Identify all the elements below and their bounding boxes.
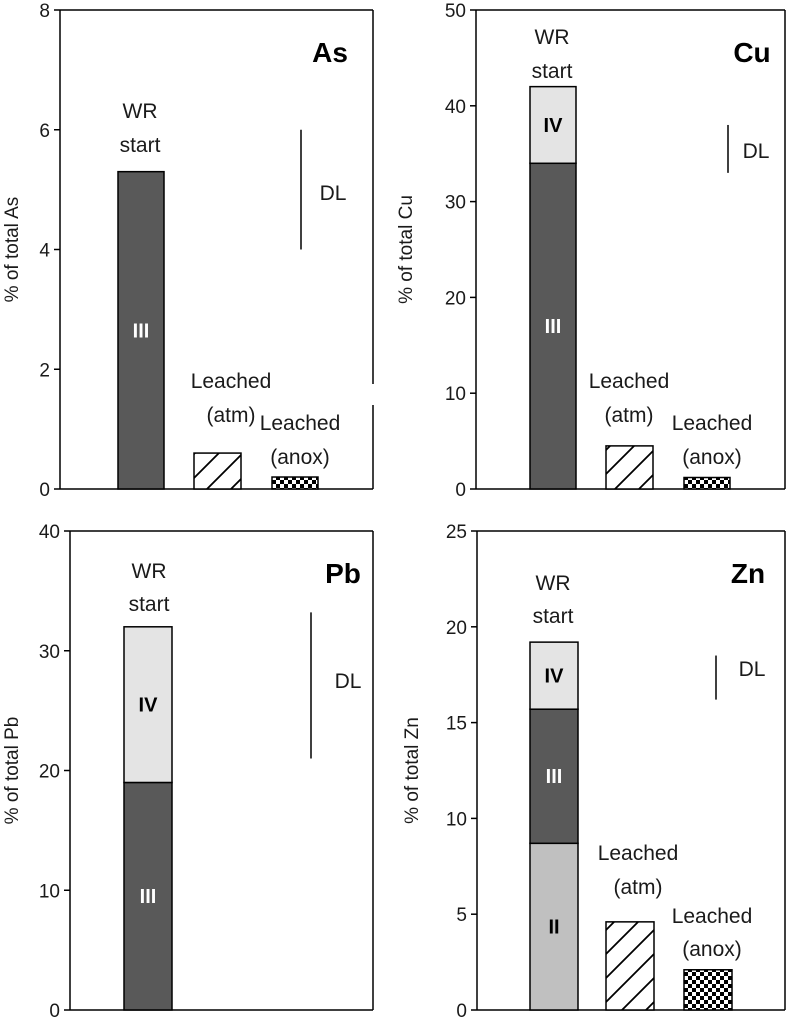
- bar-segment-label: II: [548, 917, 559, 939]
- y-tick-label: 8: [39, 1, 50, 22]
- bar-category-label: Leached: [589, 370, 670, 393]
- bar-category-label: WR: [536, 572, 571, 595]
- bar-category-label: (anox): [682, 446, 742, 469]
- y-tick-label: 2: [39, 360, 50, 381]
- chart-panel-pb: 0 10 20 30 40 % of total Pb Pb DL III IV WR start: [2, 522, 374, 1021]
- bar-category-label: WR: [535, 26, 570, 49]
- bar-segment-label: III: [133, 320, 150, 342]
- panel-title: Pb: [325, 558, 361, 589]
- bar-segment: [529, 641, 579, 710]
- y-tick-label: 10: [446, 809, 467, 830]
- detection-limit-label: DL: [320, 182, 347, 205]
- bar-category-label: (anox): [270, 446, 330, 469]
- bar-segment-label: III: [140, 886, 157, 908]
- bar-category-label: (atm): [207, 404, 256, 427]
- detection-limit-label: DL: [335, 670, 362, 693]
- y-tick-label: 10: [39, 881, 60, 902]
- y-axis-label: % of total Zn: [402, 717, 423, 824]
- y-axis-label: % of total Cu: [396, 195, 417, 304]
- panel-title: Cu: [733, 37, 770, 68]
- chart-panel-cu: 0 10 20 30 40 50 % of total Cu Cu DL III IV WR start…: [396, 1, 786, 501]
- bar-category-label: Leached: [598, 842, 679, 865]
- y-axis-label: % of total As: [2, 197, 23, 303]
- bar-category-label: Leached: [191, 370, 272, 393]
- bar-segment-label: IV: [545, 666, 565, 688]
- bar-category-label: Leached: [260, 412, 341, 435]
- bar-segment: [683, 969, 733, 1011]
- y-tick-label: 0: [39, 480, 50, 501]
- bar-segment: [193, 452, 242, 490]
- bar-category-label: (atm): [605, 404, 654, 427]
- bar-category-label: start: [532, 60, 573, 83]
- panel-title: As: [312, 37, 348, 68]
- y-tick-label: 50: [445, 1, 466, 22]
- bar-category-label: (anox): [682, 938, 742, 961]
- bar-segment-label: IV: [544, 115, 564, 137]
- y-tick-label: 0: [456, 1001, 467, 1021]
- y-tick-label: 30: [39, 642, 60, 663]
- bar-segment: [605, 921, 655, 1011]
- y-tick-label: 20: [446, 618, 467, 639]
- y-tick-label: 30: [445, 193, 466, 214]
- bar-segment: [117, 170, 165, 490]
- bar-segment: [529, 85, 577, 165]
- detection-limit-label: DL: [739, 658, 766, 681]
- bar-category-label: Leached: [672, 412, 753, 435]
- y-tick-label: 0: [49, 1001, 60, 1021]
- bar-segment-label: IV: [139, 695, 159, 717]
- detection-limit-label: DL: [743, 140, 770, 163]
- y-tick-label: 20: [39, 762, 60, 783]
- y-tick-label: 10: [445, 384, 466, 405]
- y-tick-label: 4: [39, 241, 50, 262]
- bar-category-label: start: [120, 134, 161, 157]
- y-axis-label: % of total Pb: [2, 717, 23, 825]
- bar-segment: [123, 781, 173, 1011]
- y-tick-label: 0: [455, 480, 466, 501]
- bar-category-label: start: [533, 605, 574, 628]
- y-tick-label: 25: [446, 522, 467, 543]
- y-tick-label: 15: [446, 714, 467, 735]
- bar-segment: [529, 842, 579, 1011]
- bar-segment-label: III: [545, 316, 562, 338]
- y-tick-label: 5: [456, 905, 467, 926]
- bar-category-label: (atm): [614, 876, 663, 899]
- bar-segment: [529, 708, 579, 845]
- y-tick-label: 40: [39, 522, 60, 543]
- bar-segment: [123, 626, 173, 784]
- bar-category-label: WR: [132, 560, 167, 583]
- y-tick-label: 20: [445, 288, 466, 309]
- bar-category-label: WR: [123, 100, 158, 123]
- bar-segment: [271, 476, 319, 490]
- bar-category-label: Leached: [672, 905, 753, 928]
- bar-segment: [683, 476, 731, 490]
- y-tick-label: 6: [39, 121, 50, 142]
- y-tick-label: 40: [445, 97, 466, 118]
- bar-segment-label: III: [546, 766, 563, 788]
- bar-segment: [529, 162, 577, 490]
- bar-category-label: start: [129, 593, 170, 616]
- panel-title: Zn: [731, 558, 765, 589]
- bar-segment: [605, 445, 654, 490]
